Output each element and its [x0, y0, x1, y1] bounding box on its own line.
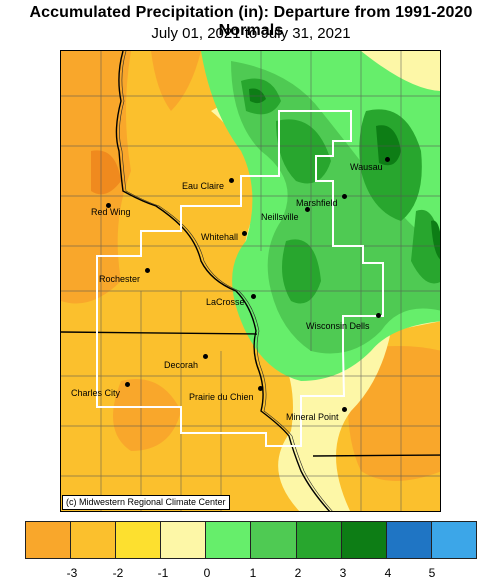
- legend-swatch-9: [386, 521, 432, 559]
- legend-swatch-7: [296, 521, 342, 559]
- legend-swatch-10: [431, 521, 477, 559]
- legend-tick: 5: [428, 566, 436, 580]
- city-dot-mineral-point: [342, 407, 347, 412]
- map-canvas: [61, 51, 440, 511]
- state-boundaries: [61, 51, 440, 511]
- legend-swatch-2: [71, 521, 117, 559]
- legend-swatch-5: [206, 521, 252, 559]
- precipitation-departure-map: Eau Claire Red Wing Wausau Marshfield Ne…: [60, 50, 441, 512]
- city-dot-prairie-du-chien: [258, 386, 263, 391]
- city-label-decorah: Decorah: [164, 360, 199, 370]
- city-label-prairie-du-chien: Prairie du Chien: [189, 392, 254, 402]
- region-wet-4-wausau: [376, 125, 401, 166]
- city-dot-whitehall: [242, 231, 247, 236]
- city-label-marshfield: Marshfield: [296, 198, 338, 208]
- legend-tick: 0: [203, 566, 211, 580]
- legend-swatch-1: [25, 521, 72, 559]
- region-dry-southwest: [113, 379, 181, 451]
- city-label-whitehall: Whitehall: [201, 232, 239, 242]
- map-subtitle: July 01, 2021 to July 31, 2021: [151, 25, 351, 42]
- city-dot-rochester: [145, 268, 150, 273]
- city-label-charles-city: Charles City: [71, 388, 121, 398]
- city-label-mineral-point: Mineral Point: [286, 412, 339, 422]
- legend-swatch-6: [251, 521, 297, 559]
- city-label-rochester: Rochester: [99, 274, 141, 284]
- legend-swatch-8: [341, 521, 387, 559]
- city-dot-neillsville: [305, 207, 310, 212]
- region-wet-4-east: [431, 220, 440, 260]
- city-label-eau-claire: Eau Claire: [182, 181, 225, 191]
- region-near-normal-ne: [361, 51, 440, 91]
- color-legend: [25, 521, 477, 559]
- region-wet-3-wausau: [359, 109, 422, 221]
- city-dot-lacrosse: [251, 294, 256, 299]
- city-label-wausau: Wausau: [350, 162, 383, 172]
- legend-tick: 4: [384, 566, 392, 580]
- city-dot-red-wing: [106, 203, 111, 208]
- city-dot-eau-claire: [229, 178, 234, 183]
- region-wet-3-central: [276, 119, 331, 184]
- legend-tick: 2: [294, 566, 302, 580]
- region-very-dry-spot: [91, 150, 121, 195]
- map-title: Accumulated Precipitation (in): Departur…: [29, 4, 473, 39]
- legend-tick: -2: [112, 566, 124, 580]
- legend-tick: -1: [157, 566, 169, 580]
- city-dot-wausau: [385, 157, 390, 162]
- legend-tick: 3: [339, 566, 347, 580]
- city-label-neillsville: Neillsville: [261, 212, 299, 222]
- river-line: [119, 51, 333, 511]
- county-boundaries: [61, 51, 440, 511]
- city-label-wisconsin-dells: Wisconsin Dells: [306, 321, 370, 331]
- city-dot-charles-city: [125, 382, 130, 387]
- legend-tick: 1: [249, 566, 257, 580]
- city-label-red-wing: Red Wing: [91, 207, 131, 217]
- city-dot-marshfield: [342, 194, 347, 199]
- credit-label: (c) Midwestern Regional Climate Center: [62, 495, 230, 510]
- city-dot-wisconsin-dells: [376, 313, 381, 318]
- legend-swatch-4: [161, 521, 207, 559]
- city-label-lacrosse: LaCrosse: [206, 297, 245, 307]
- forecast-area-outline: [96, 110, 384, 447]
- legend-tick: -3: [66, 566, 78, 580]
- city-dot-decorah: [203, 354, 208, 359]
- legend-swatch-3: [116, 521, 162, 559]
